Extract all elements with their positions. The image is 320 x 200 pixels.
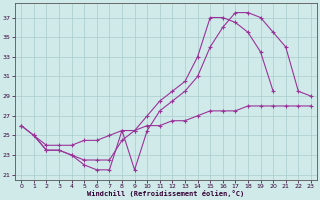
X-axis label: Windchill (Refroidissement éolien,°C): Windchill (Refroidissement éolien,°C) <box>87 190 245 197</box>
